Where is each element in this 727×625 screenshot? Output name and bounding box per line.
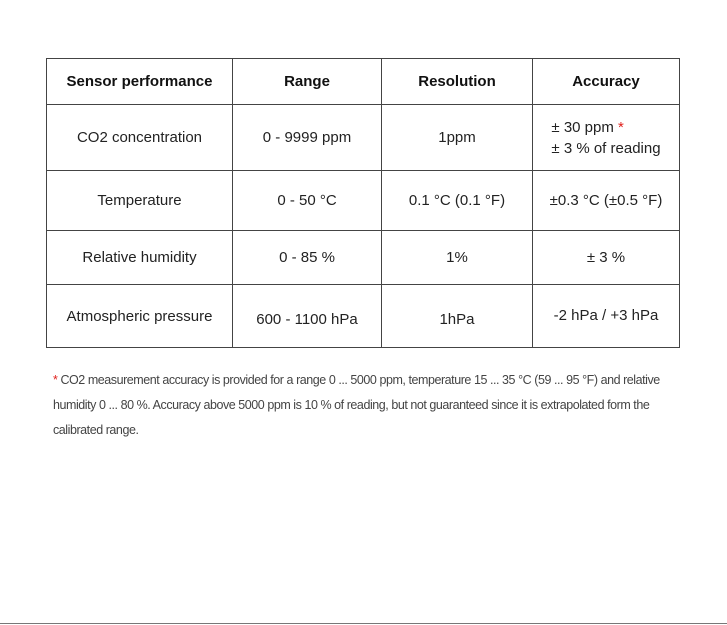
resolution-cell: 1ppm bbox=[381, 104, 533, 171]
header-resolution: Resolution bbox=[381, 58, 533, 105]
header-sensor-performance: Sensor performance bbox=[46, 58, 233, 105]
range-cell: 0 - 9999 ppm bbox=[232, 104, 382, 171]
table-row: CO2 concentration 0 - 9999 ppm 1ppm ± 30… bbox=[46, 104, 680, 171]
parameter-cell: Atmospheric pressure bbox=[46, 284, 233, 348]
accuracy-value: ± 30 ppm bbox=[551, 118, 614, 136]
parameter-cell: Relative humidity bbox=[46, 230, 233, 285]
table-row: Relative humidity 0 - 85 % 1% ± 3 % bbox=[46, 230, 680, 285]
sensor-performance-table: Sensor performance Range Resolution Accu… bbox=[46, 58, 680, 348]
accuracy-line-1: ± 30 ppm * bbox=[551, 117, 660, 138]
range-cell: 0 - 85 % bbox=[232, 230, 382, 285]
accuracy-lines: ± 30 ppm * ± 3 % of reading bbox=[551, 117, 660, 159]
range-cell: 600 - 1100 hPa bbox=[232, 284, 382, 348]
range-cell: 0 - 50 °C bbox=[232, 170, 382, 231]
resolution-cell: 1% bbox=[381, 230, 533, 285]
header-accuracy: Accuracy bbox=[532, 58, 680, 105]
footnote-asterisk: * bbox=[53, 373, 58, 387]
accuracy-cell: ± 30 ppm * ± 3 % of reading bbox=[532, 104, 680, 171]
accuracy-cell: ±0.3 °C (±0.5 °F) bbox=[532, 170, 680, 231]
asterisk-marker: * bbox=[618, 118, 624, 136]
accuracy-cell: ± 3 % bbox=[532, 230, 680, 285]
bottom-divider bbox=[0, 623, 727, 624]
footnote-text: CO2 measurement accuracy is provided for… bbox=[53, 373, 660, 437]
table-row: Temperature 0 - 50 °C 0.1 °C (0.1 °F) ±0… bbox=[46, 170, 680, 231]
parameter-cell: Temperature bbox=[46, 170, 233, 231]
accuracy-footnote: * CO2 measurement accuracy is provided f… bbox=[53, 368, 683, 443]
resolution-cell: 1hPa bbox=[381, 284, 533, 348]
accuracy-line-2: ± 3 % of reading bbox=[551, 139, 661, 157]
header-range: Range bbox=[232, 58, 382, 105]
accuracy-cell: -2 hPa / +3 hPa bbox=[532, 284, 680, 348]
resolution-cell: 0.1 °C (0.1 °F) bbox=[381, 170, 533, 231]
table-header-row: Sensor performance Range Resolution Accu… bbox=[46, 58, 680, 105]
parameter-cell: CO2 concentration bbox=[46, 104, 233, 171]
table-row: Atmospheric pressure 600 - 1100 hPa 1hPa… bbox=[46, 284, 680, 348]
